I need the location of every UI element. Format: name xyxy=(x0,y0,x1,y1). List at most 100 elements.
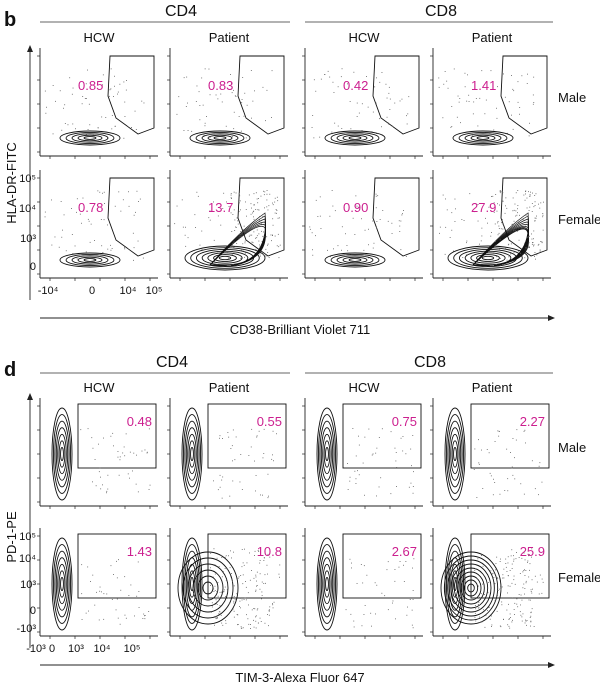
event-dot xyxy=(246,104,248,106)
event-dot xyxy=(324,74,326,75)
event-dot xyxy=(114,125,116,127)
event-dot xyxy=(239,597,241,599)
event-dot xyxy=(464,86,466,88)
event-dot xyxy=(405,453,407,455)
event-dot xyxy=(484,626,486,628)
event-dot xyxy=(475,98,477,99)
event-dot xyxy=(98,443,99,445)
event-dot xyxy=(272,235,273,236)
column-header-hcw: HCW xyxy=(348,380,380,395)
event-dot xyxy=(376,447,378,449)
event-dot xyxy=(224,586,226,588)
event-dot xyxy=(522,219,524,220)
event-dot xyxy=(235,245,237,247)
event-dot xyxy=(258,198,259,199)
event-dot xyxy=(514,583,516,585)
event-dot xyxy=(129,451,131,453)
event-dot xyxy=(278,217,280,219)
event-dot xyxy=(488,582,490,583)
event-dot xyxy=(412,599,414,600)
event-dot xyxy=(279,576,280,578)
event-dot xyxy=(231,609,233,611)
event-dot xyxy=(521,620,523,622)
event-dot xyxy=(278,246,280,248)
event-dot xyxy=(248,623,250,625)
event-dot xyxy=(514,229,516,231)
event-dot xyxy=(531,579,533,581)
event-dot xyxy=(148,489,150,490)
event-dot xyxy=(451,126,453,127)
event-dot xyxy=(534,201,536,203)
event-dot xyxy=(535,193,537,195)
event-dot xyxy=(517,212,518,214)
event-dot xyxy=(517,208,518,210)
event-dot xyxy=(515,558,517,560)
event-dot xyxy=(497,590,499,591)
event-dot xyxy=(312,254,314,256)
event-dot xyxy=(379,81,381,83)
event-dot xyxy=(329,76,331,78)
event-dot xyxy=(517,101,519,103)
gate-percentage: 10.8 xyxy=(257,544,282,559)
event-dot xyxy=(497,203,498,205)
density-contour xyxy=(458,131,508,145)
x-tick-label: 10⁵ xyxy=(146,285,163,297)
event-dot xyxy=(247,592,249,594)
event-dot xyxy=(242,627,244,629)
density-contour xyxy=(177,551,239,625)
event-dot xyxy=(371,454,373,456)
event-dot xyxy=(272,202,273,204)
event-dot xyxy=(349,480,351,482)
event-dot xyxy=(265,255,267,257)
density-contour xyxy=(325,576,329,592)
event-dot xyxy=(411,624,413,626)
event-dot xyxy=(354,470,356,472)
event-dot xyxy=(402,213,403,215)
event-dot xyxy=(390,431,392,433)
event-dot xyxy=(492,195,494,197)
event-dot xyxy=(258,622,259,624)
event-dot xyxy=(125,433,127,435)
event-dot xyxy=(373,242,375,244)
event-dot xyxy=(450,126,452,128)
row-label-male: Male xyxy=(558,90,586,105)
event-dot xyxy=(218,566,220,567)
density-contour xyxy=(195,131,245,145)
event-dot xyxy=(111,115,113,116)
event-dot xyxy=(491,624,493,626)
event-dot xyxy=(542,216,544,218)
event-dot xyxy=(257,209,259,211)
event-dot xyxy=(497,430,499,432)
event-dot xyxy=(232,460,233,462)
event-dot xyxy=(407,113,409,115)
event-dot xyxy=(61,236,63,238)
event-dot xyxy=(501,222,502,224)
event-dot xyxy=(466,242,467,244)
event-dot xyxy=(119,456,121,458)
event-dot xyxy=(327,249,328,251)
event-dot xyxy=(375,207,377,209)
event-dot xyxy=(337,125,339,127)
event-dot xyxy=(87,566,89,568)
event-dot xyxy=(451,212,453,214)
event-dot xyxy=(353,620,355,622)
event-dot xyxy=(219,486,221,488)
event-dot xyxy=(331,131,333,133)
event-dot xyxy=(240,231,242,232)
event-dot xyxy=(529,206,531,208)
event-dot xyxy=(276,245,278,247)
event-dot xyxy=(379,118,380,120)
event-dot xyxy=(231,198,232,199)
event-dot xyxy=(508,101,510,103)
density-contour xyxy=(322,563,332,605)
density-contour xyxy=(54,550,70,618)
event-dot xyxy=(230,550,231,552)
event-dot xyxy=(71,93,73,95)
event-dot xyxy=(511,563,513,565)
event-dot xyxy=(265,582,266,584)
event-dot xyxy=(239,481,241,483)
event-dot xyxy=(361,130,363,131)
event-dot xyxy=(522,613,524,615)
event-dot xyxy=(195,227,196,228)
event-dot xyxy=(253,204,255,205)
